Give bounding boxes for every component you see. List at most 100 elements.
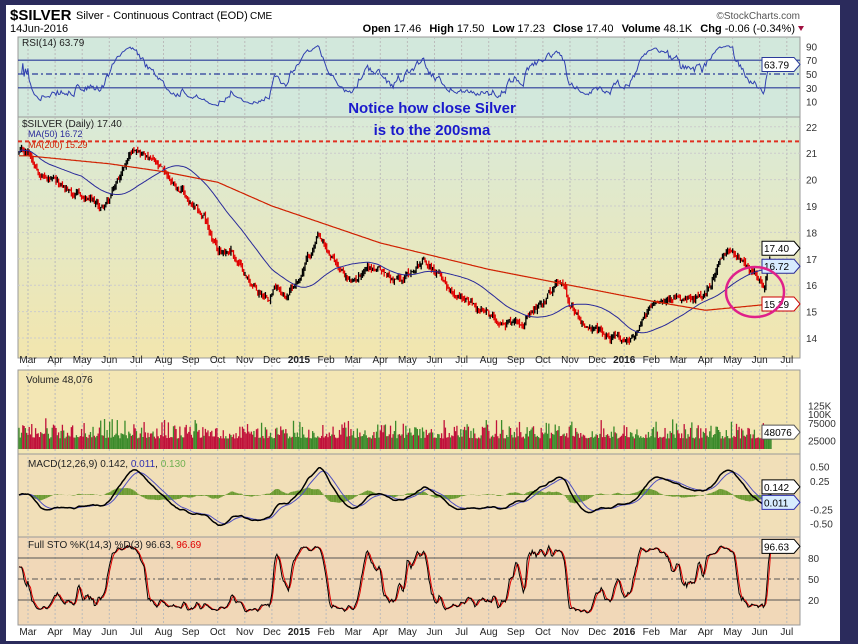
x-tick-label: Jul <box>455 627 468 638</box>
symbol: $SILVER <box>10 7 72 24</box>
sto-k-value: 96.63 <box>146 540 171 551</box>
down-triangle-icon <box>798 26 804 31</box>
x-tick-label: Aug <box>480 627 498 638</box>
ma50-last-tag: 16.72 <box>764 262 789 273</box>
x-tick-label: Nov <box>236 627 254 638</box>
volume-last-tag-box <box>761 424 801 440</box>
macd-signal-last-tag: 0.011 <box>764 498 789 509</box>
ma50-last-tag-box <box>761 258 801 274</box>
ohlc-readout: Open 17.46 High 17.50 Low 17.23 Close 17.40 … <box>363 23 795 35</box>
price-tick-label: 20 <box>806 176 818 187</box>
macd-signal-value: 0.011 <box>131 459 156 470</box>
x-tick-label: Apr <box>373 627 389 638</box>
rsi-tick-label: 10 <box>806 98 818 109</box>
x-tick-label: Apr <box>47 627 63 638</box>
x-tick-label: Nov <box>236 355 254 366</box>
x-tick-label: 2016 <box>613 627 636 638</box>
chart-container: Mar Mar Apr Apr May May Jun Jun Jul Jul Aug Aug Sep S… <box>6 5 840 641</box>
x-tick-label: Nov <box>561 355 579 366</box>
x-tick-label: Jul <box>130 627 143 638</box>
x-tick-label: Sep <box>507 627 525 638</box>
sto-panel <box>17 536 801 626</box>
stockcharts-brand[interactable]: ©StockCharts.com <box>716 11 800 22</box>
stock-chart: Mar Mar Apr Apr May May Jun Jun Jul Jul Aug Aug Sep S… <box>10 7 836 638</box>
x-tick-label: Sep <box>182 355 200 366</box>
x-tick-label: Aug <box>480 355 498 366</box>
macd-value: 0.142 <box>100 459 125 470</box>
macd-tick-label: 0.25 <box>810 477 830 488</box>
macd-last-tag: 0.142 <box>764 483 789 494</box>
high-value: 17.50 <box>457 23 485 35</box>
x-tick-label: May <box>398 355 417 366</box>
macd-label: MACD(12,26,9) 0.142, 0.011, 0.130 <box>28 459 186 470</box>
x-tick-label: May <box>398 627 417 638</box>
open-value: 17.46 <box>394 23 422 35</box>
ma200-label: MA(200) 15.29 <box>28 140 88 150</box>
macd-line <box>18 467 772 527</box>
rsi-line <box>19 45 772 107</box>
sto-tick-label: 50 <box>808 575 820 586</box>
chg-value: -0.06 (-0.34%) <box>725 23 795 35</box>
close-value: 17.40 <box>586 23 614 35</box>
volume-tick-label: 75000 <box>808 419 836 430</box>
price-tick-label: 17 <box>806 255 818 266</box>
x-tick-label: May <box>723 355 742 366</box>
rsi-tick-label: 90 <box>806 42 818 53</box>
volume-tick-label: 25000 <box>808 436 836 447</box>
x-tick-label: Oct <box>210 355 226 366</box>
x-tick-label: Sep <box>507 355 525 366</box>
x-tick-label: 2015 <box>288 355 311 366</box>
x-tick-label: Jul <box>455 355 468 366</box>
x-tick-label: Mar <box>670 355 688 366</box>
sto-d-value: 96.69 <box>176 540 201 551</box>
x-tick-label: Oct <box>210 627 226 638</box>
x-tick-label: Mar <box>19 627 37 638</box>
x-tick-label: Mar <box>19 355 37 366</box>
macd-signal-line <box>18 470 772 525</box>
rsi-panel <box>17 36 801 118</box>
macd-tick-label: 0.50 <box>810 463 830 474</box>
x-tick-label: Mar <box>345 355 363 366</box>
x-tick-label: Jun <box>101 627 117 638</box>
annotation-line-1: Notice how close Silver <box>348 100 516 117</box>
x-tick-label: Dec <box>263 355 281 366</box>
instrument-name: Silver - Continuous Contract (EOD) <box>76 10 248 22</box>
x-tick-label: Feb <box>643 627 661 638</box>
volume-last-tag: 48076 <box>764 428 792 439</box>
macd-tick-label: -0.25 <box>810 505 833 516</box>
x-tick-label: Oct <box>535 627 551 638</box>
x-tick-label: Sep <box>182 627 200 638</box>
price-tick-label: 21 <box>806 149 818 160</box>
x-tick-label: Aug <box>155 355 173 366</box>
sto-label: Full STO %K(14,3) %D(3) 96.63, 96.69 <box>28 540 202 551</box>
x-tick-label: Jul <box>780 627 793 638</box>
last-price-tag-box <box>761 240 801 256</box>
volume-tick-label: 125K <box>808 401 832 412</box>
x-tick-label: Feb <box>643 355 661 366</box>
last-price-tag: 17.40 <box>764 244 789 255</box>
price-tick-label: 22 <box>806 123 818 134</box>
price-tick-label: 18 <box>806 228 818 239</box>
x-tick-label: Apr <box>698 627 714 638</box>
rsi-last-tag-box <box>761 56 801 72</box>
x-tick-label: May <box>73 355 92 366</box>
macd-signal-last-tag-box <box>761 494 801 510</box>
high-label: High <box>429 23 454 35</box>
x-tick-label: Dec <box>588 355 606 366</box>
annotation-line-2: is to the 200sma <box>374 122 491 139</box>
x-tick-label: Oct <box>535 355 551 366</box>
x-tick-label: Nov <box>561 627 579 638</box>
x-tick-label: May <box>73 627 92 638</box>
price-tick-label: 16 <box>806 281 818 292</box>
rsi-tick-label: 50 <box>806 70 818 81</box>
x-tick-label: Aug <box>155 627 173 638</box>
rsi-label: RSI(14) 63.79 <box>22 38 85 49</box>
x-tick-label: Apr <box>373 355 389 366</box>
volume-label: Volume 48,076 <box>26 375 93 386</box>
price-tick-label: 19 <box>806 202 818 213</box>
price-label: $SILVER (Daily) 17.40 <box>22 119 122 130</box>
highlight-circle <box>724 265 786 319</box>
sto-d-line <box>18 545 772 614</box>
x-tick-label: Apr <box>698 355 714 366</box>
x-tick-label: 2015 <box>288 627 311 638</box>
